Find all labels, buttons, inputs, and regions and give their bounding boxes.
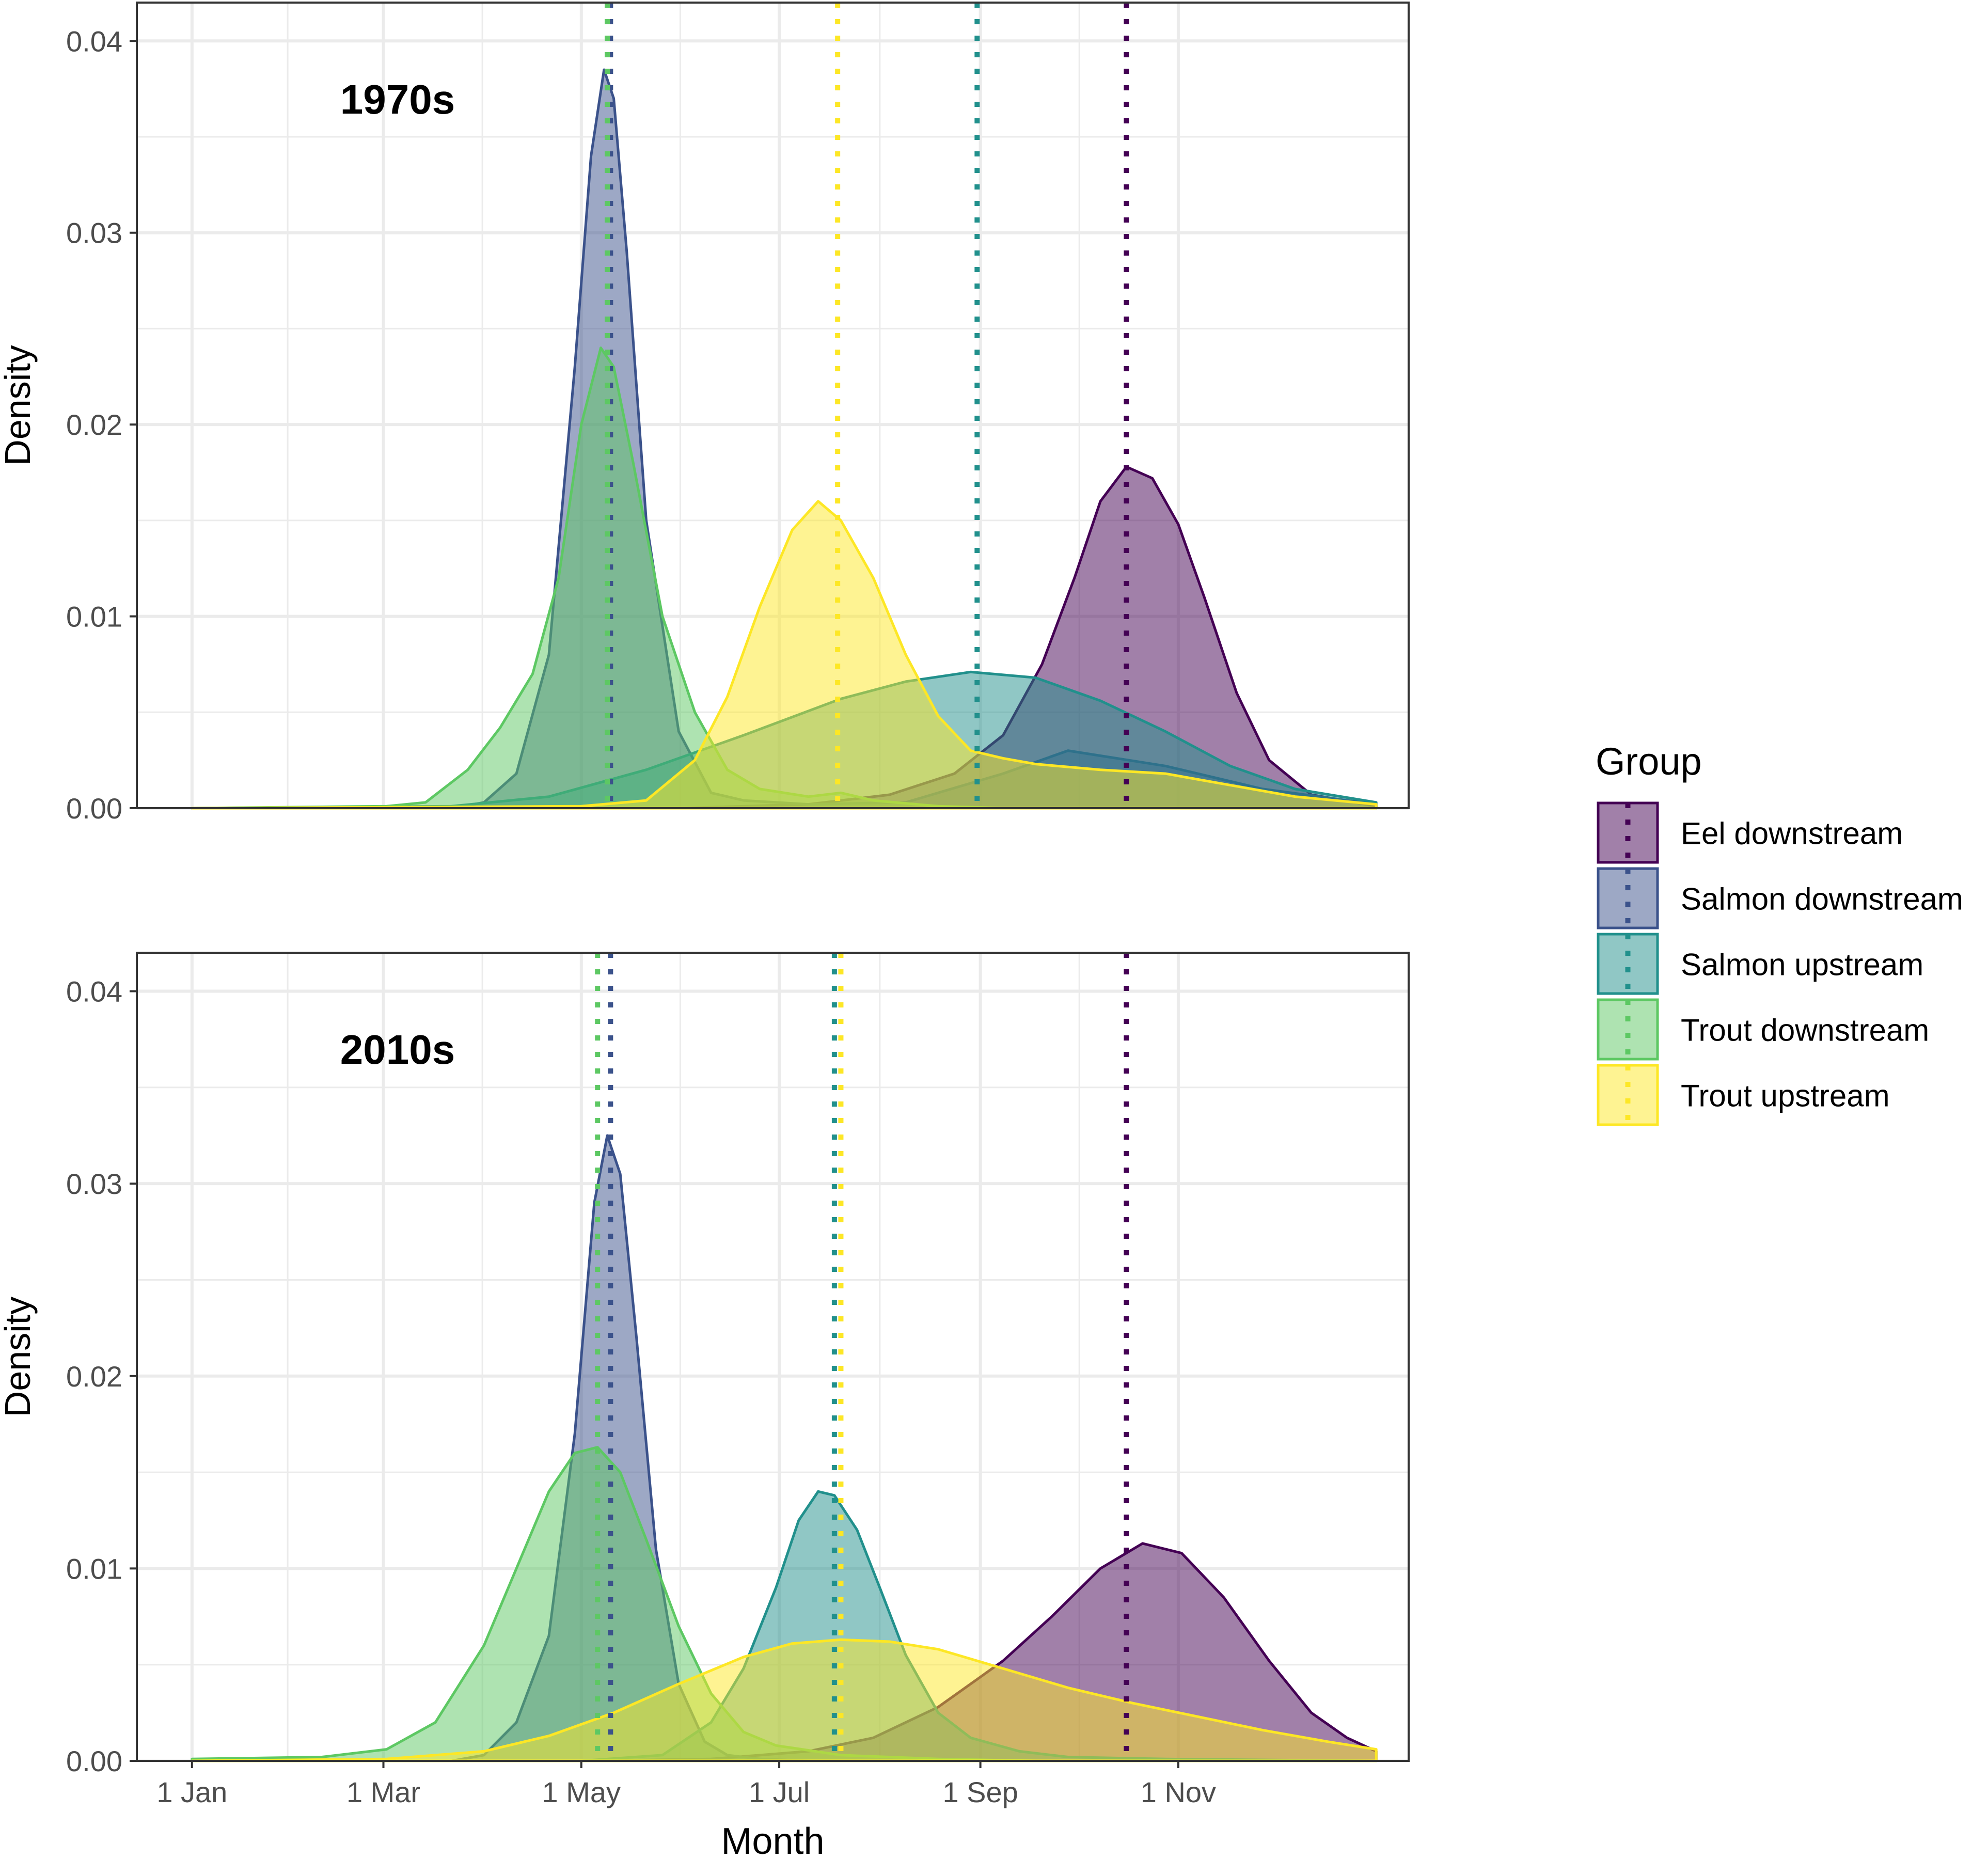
density-area-trout-upstream	[191, 500, 1378, 810]
density-areas-2010s	[191, 1134, 1378, 1762]
y-axis-label-2010s: Density	[0, 1297, 38, 1417]
mean-lines-2010s	[595, 953, 1129, 1761]
panel-border-1970s	[136, 2, 1410, 809]
panel-title-1970s: 1970s	[340, 76, 455, 122]
y-tick-label: 0.04	[66, 25, 122, 57]
y-tick-label: 0.02	[66, 408, 122, 441]
x-axis-label: Month	[721, 1821, 824, 1859]
density-area-trout-upstream	[191, 1638, 1378, 1762]
legend-title: Group	[1596, 740, 1702, 783]
x-tick-label: 1 Sep	[942, 1776, 1018, 1808]
legend-key-eel-downstream	[1597, 801, 1659, 864]
x-tick-label: 1 Jan	[156, 1776, 227, 1808]
y-tick-label: 0.01	[66, 601, 122, 633]
density-areas-1970s	[191, 68, 1378, 810]
y-axis-2010s: 0.00 0.01 0.02 0.03 0.04	[66, 975, 137, 1777]
legend-label-salmon-downstream: Salmon downstream	[1681, 882, 1963, 917]
panel-border-2010s	[136, 952, 1410, 1762]
x-tick-label: 1 Mar	[346, 1776, 420, 1808]
y-tick-label: 0.02	[66, 1360, 122, 1393]
panel-title-2010s: 2010s	[340, 1027, 455, 1073]
legend-label-trout-upstream: Trout upstream	[1681, 1079, 1890, 1113]
legend-key-salmon-upstream	[1597, 933, 1659, 995]
legend-key-trout-downstream	[1597, 998, 1659, 1061]
legend-label-eel-downstream: Eel downstream	[1681, 816, 1903, 851]
mean-lines-1970s	[605, 3, 1129, 808]
legend-label-trout-downstream: Trout downstream	[1681, 1013, 1929, 1048]
y-tick-label: 0.00	[66, 792, 122, 825]
panel-1970s: 0.00 0.01 0.02 0.03 0.04 1970s Density	[0, 2, 1410, 825]
y-tick-label: 0.00	[66, 1745, 122, 1777]
legend: Group Eel downstream Salmon downstream Sal…	[1596, 740, 1963, 1126]
y-axis-label-1970s: Density	[0, 345, 38, 465]
y-axis-1970s: 0.00 0.01 0.02 0.03 0.04	[66, 25, 137, 825]
panel-2010s: 0.00 0.01 0.02 0.03 0.04 1 Jan 1 Mar 1 May 1 Ju…	[0, 952, 1410, 1859]
y-tick-label: 0.04	[66, 975, 122, 1008]
y-tick-label: 0.03	[66, 217, 122, 249]
x-tick-label: 1 May	[542, 1776, 621, 1808]
legend-label-salmon-upstream: Salmon upstream	[1681, 948, 1923, 982]
y-tick-label: 0.03	[66, 1168, 122, 1200]
y-tick-label: 0.01	[66, 1552, 122, 1585]
x-tick-label: 1 Jul	[749, 1776, 810, 1808]
x-axis-2010s: 1 Jan 1 Mar 1 May 1 Jul 1 Sep 1 Nov	[156, 1761, 1216, 1808]
x-tick-label: 1 Nov	[1141, 1776, 1216, 1808]
